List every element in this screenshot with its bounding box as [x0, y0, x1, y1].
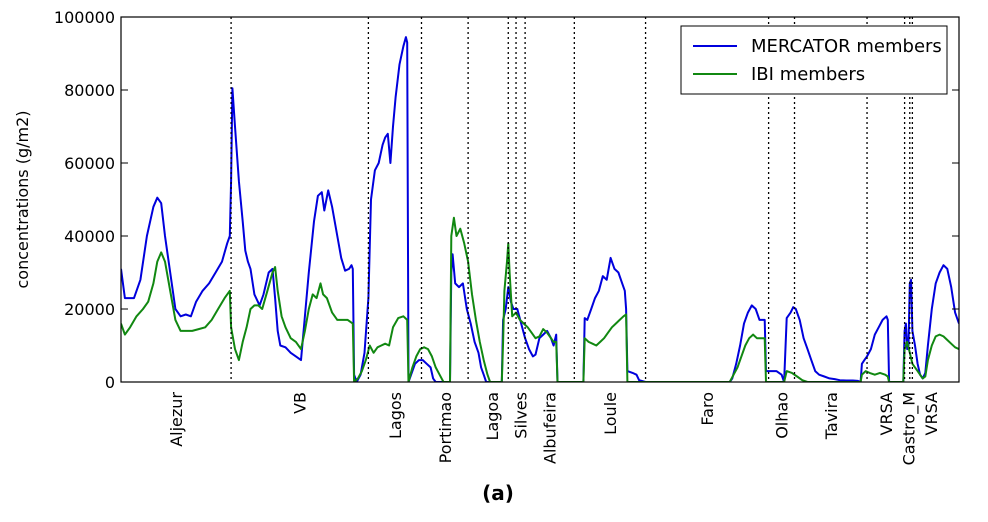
- y-tick-label: 80000: [64, 81, 115, 100]
- y-axis: 0 20000 40000 60000 80000 100000: [54, 8, 959, 392]
- x-tick-label: Portimao: [436, 392, 455, 463]
- y-tick-label: 20000: [64, 300, 115, 319]
- x-tick-label: VRSA: [922, 392, 941, 436]
- x-tick-label: Faro: [698, 392, 717, 426]
- plot-frame: [120, 16, 960, 383]
- x-tick-label: Silves: [512, 392, 531, 439]
- series-line-mercator: [121, 36, 959, 382]
- x-tick-label: Castro_M: [900, 392, 920, 465]
- x-tick-label: Olhao: [773, 392, 792, 439]
- legend-label: IBI members: [751, 64, 865, 85]
- x-tick-label: Albufeira: [541, 392, 560, 464]
- x-axis: Aljezur VB Lagos Portimao Lagoa Silves Albufei…: [167, 392, 941, 466]
- x-tick-label: Aljezur: [167, 392, 186, 447]
- y-tick-label: 0: [105, 373, 115, 392]
- x-tick-label: Loule: [601, 392, 620, 435]
- figure-caption: (a): [482, 481, 514, 505]
- x-tick-label: VRSA: [877, 392, 896, 436]
- series-layer: [121, 36, 959, 382]
- series-line-ibi: [121, 216, 959, 382]
- y-tick-label: 40000: [64, 227, 115, 246]
- y-tick-label: 100000: [54, 8, 115, 27]
- legend-label: MERCATOR members: [751, 36, 942, 57]
- x-tick-label: Lagos: [386, 392, 405, 439]
- y-tick-label: 60000: [64, 154, 115, 173]
- legend: MERCATOR members IBI members: [680, 25, 948, 95]
- x-tick-label: VB: [291, 392, 310, 414]
- legend-box: [680, 25, 948, 95]
- x-tick-label: Tavira: [822, 392, 841, 440]
- x-tick-label: Lagoa: [483, 392, 502, 440]
- y-axis-label: concentrations (g/m2): [13, 110, 32, 288]
